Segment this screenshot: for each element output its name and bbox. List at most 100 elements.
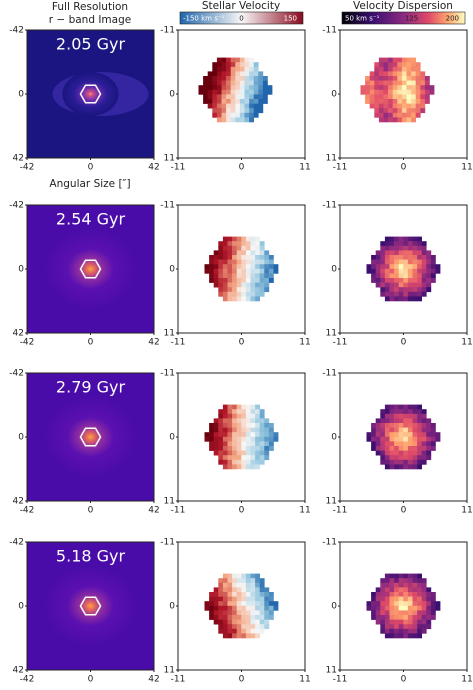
pixel: [218, 587, 224, 593]
pixel: [366, 605, 372, 611]
pixel: [241, 610, 247, 616]
pixel: [241, 264, 247, 270]
pixel: [403, 427, 409, 433]
pixel: [262, 99, 268, 104]
pixel: [218, 287, 224, 293]
pixel: [394, 582, 399, 588]
pixel: [245, 464, 251, 470]
pixel: [417, 450, 422, 456]
pixel: [218, 273, 224, 279]
pixel: [222, 628, 228, 634]
pixel: [253, 99, 259, 104]
pixel: [255, 432, 260, 438]
pixel: [209, 264, 214, 270]
pixel: [259, 245, 265, 251]
pixel: [245, 619, 251, 625]
pixel: [384, 582, 390, 588]
pixel: [268, 601, 274, 607]
pixel: [255, 450, 260, 456]
pixel: [230, 112, 236, 118]
pixel: [222, 268, 228, 274]
pixel: [245, 241, 251, 247]
pixel: [378, 108, 384, 114]
pixel: [222, 455, 228, 461]
pixel: [245, 259, 251, 265]
pixel: [412, 633, 418, 639]
pixel: [232, 610, 237, 616]
pixel: [259, 255, 265, 260]
pixel: [268, 592, 274, 597]
pixel: [235, 57, 241, 63]
pixel: [222, 432, 228, 438]
pixel: [392, 89, 398, 95]
pixel: [374, 94, 380, 100]
pixel: [259, 615, 265, 620]
pixel: [394, 455, 399, 461]
pixel: [250, 464, 256, 470]
pixel: [403, 241, 409, 247]
pixel: [397, 80, 403, 86]
pixel: [384, 587, 390, 593]
pixel: [389, 619, 395, 625]
pixel: [264, 450, 270, 456]
x-tick-label: -11: [333, 163, 348, 173]
pixel: [374, 103, 380, 109]
pixel: [394, 573, 399, 579]
pixel: [239, 57, 245, 63]
pixel: [212, 103, 218, 109]
pixel: [227, 432, 233, 438]
pixel: [230, 85, 236, 91]
pixel: [417, 446, 422, 451]
pixel: [389, 436, 395, 442]
pixel: [232, 573, 237, 579]
x-tick-label: 42: [148, 506, 159, 516]
pixel: [209, 273, 214, 279]
pixel: [403, 601, 409, 607]
pixel: [380, 409, 386, 415]
pixel: [412, 404, 418, 410]
pixel: [216, 103, 222, 109]
pixel: [236, 268, 242, 274]
pixel: [232, 628, 237, 634]
pixel: [236, 255, 242, 260]
pixel: [426, 255, 432, 260]
pixel: [426, 282, 432, 288]
pixel: [222, 587, 228, 593]
pixel: [222, 423, 228, 428]
pixel: [398, 578, 404, 584]
pixel: [420, 99, 426, 104]
pixel: [209, 427, 214, 433]
pixel: [227, 587, 233, 593]
pixel: [406, 71, 412, 77]
pixel: [244, 108, 250, 114]
pixel: [216, 85, 222, 91]
pixel: [221, 89, 227, 95]
pixel: [383, 76, 389, 81]
pixel: [392, 108, 398, 114]
pixel: [255, 573, 260, 579]
pixel: [401, 57, 407, 63]
pixel: [236, 441, 242, 447]
pixel: [417, 427, 422, 433]
pixel: [394, 432, 399, 438]
pixel: [227, 592, 233, 597]
pixel: [378, 71, 384, 77]
pixel: [245, 450, 251, 456]
pixel: [232, 427, 237, 433]
pixel: [380, 259, 386, 265]
pixel: [236, 450, 242, 456]
pixel: [259, 459, 265, 465]
pixel-map: [366, 236, 441, 302]
pixel: [264, 250, 270, 256]
pixel: [384, 413, 390, 419]
pixel: [435, 432, 441, 438]
pixel: [394, 615, 399, 620]
pixel: [392, 103, 398, 109]
pixel: [230, 99, 236, 104]
pixel: [401, 103, 407, 109]
pixel: [398, 250, 404, 256]
pixel: [259, 436, 265, 442]
pixel: [411, 89, 416, 95]
pixel: [398, 264, 404, 270]
pixel: [366, 436, 372, 442]
